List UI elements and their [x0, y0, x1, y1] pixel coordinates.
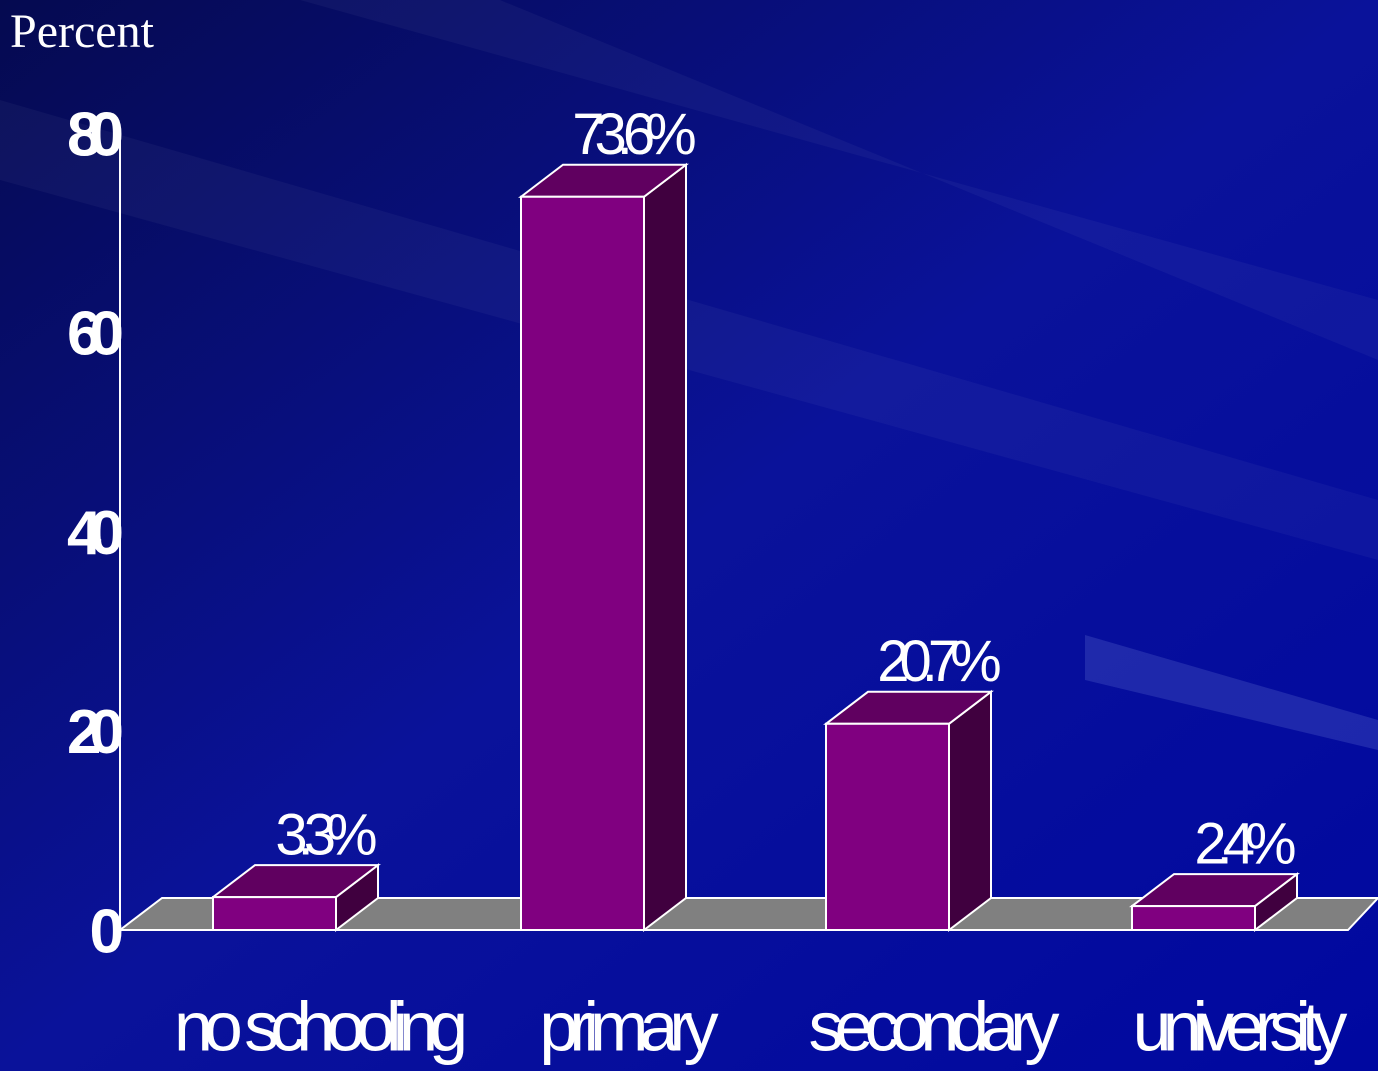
bar	[518, 162, 689, 933]
bar-front	[825, 722, 950, 931]
value-label: 3.3%	[275, 802, 376, 867]
bar-side	[948, 689, 992, 933]
value-label: 20.7%	[877, 629, 1000, 694]
x-tick-label: secondary	[809, 987, 1060, 1065]
streak	[0, 100, 1378, 560]
value-label: 2.4%	[1194, 811, 1295, 876]
bar-front	[520, 195, 645, 931]
bar-side	[643, 162, 687, 933]
bar-front	[1131, 905, 1256, 932]
streak	[1085, 635, 1378, 750]
bar-front	[212, 896, 337, 932]
x-tick-label: primary	[539, 987, 718, 1065]
value-label: 73.6%	[572, 102, 695, 167]
x-tick-label: no schooling	[174, 987, 464, 1065]
bar	[1129, 872, 1300, 933]
bar	[210, 863, 381, 933]
y-axis-label: Percent	[10, 5, 155, 58]
bar	[823, 689, 994, 933]
x-tick-label: university	[1133, 987, 1348, 1065]
